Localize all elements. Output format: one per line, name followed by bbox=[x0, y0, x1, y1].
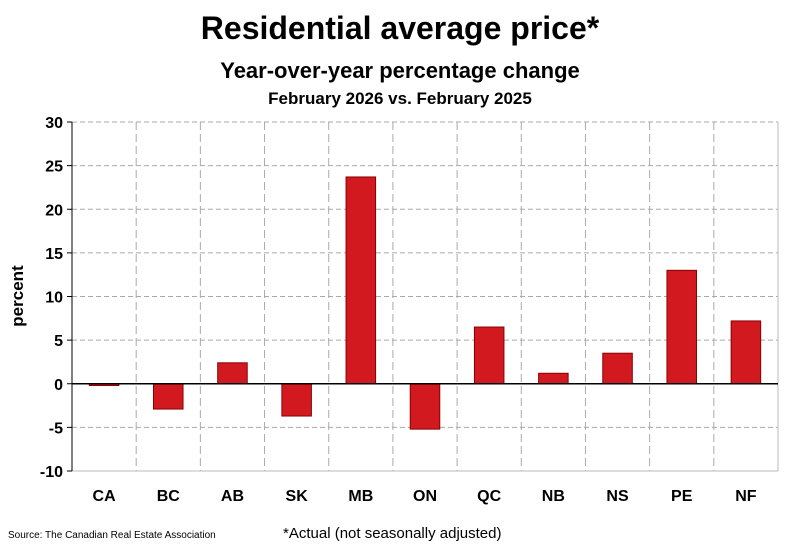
y-axis-label: percent bbox=[8, 265, 27, 327]
y-tick-label: -5 bbox=[49, 420, 63, 437]
y-tick-label: 10 bbox=[45, 290, 63, 307]
x-tick-label: ON bbox=[413, 488, 437, 505]
bar-QC bbox=[473, 326, 505, 385]
bar-SK bbox=[281, 383, 312, 417]
y-tick-label: 20 bbox=[45, 202, 63, 219]
x-tick-label: NF bbox=[735, 488, 757, 505]
chart-subtitle-period: February 2026 vs. February 2025 bbox=[268, 89, 532, 108]
bar-AB bbox=[217, 362, 248, 385]
source-note: Source: The Canadian Real Estate Associa… bbox=[8, 530, 216, 541]
y-tick-label: 5 bbox=[54, 333, 63, 350]
y-tick-label: 25 bbox=[45, 159, 63, 176]
x-tick-label: NB bbox=[542, 488, 565, 505]
x-tick-label: QC bbox=[477, 488, 501, 505]
y-tick-label: 0 bbox=[54, 377, 63, 394]
bar-PE bbox=[666, 269, 697, 385]
x-tick-label: PE bbox=[671, 488, 693, 505]
bar-BC bbox=[153, 383, 184, 410]
x-tick-label: NS bbox=[606, 488, 629, 505]
y-tick-label: -10 bbox=[40, 464, 63, 481]
bar-ON bbox=[409, 383, 441, 430]
x-tick-label: MB bbox=[348, 488, 373, 505]
chart-title: Residential average price* bbox=[200, 10, 600, 46]
x-tick-label: SK bbox=[286, 488, 309, 505]
x-tick-label: BC bbox=[157, 488, 181, 505]
bar-NB bbox=[538, 372, 569, 385]
y-tick-label: 15 bbox=[45, 246, 63, 263]
x-tick-label: AB bbox=[221, 488, 244, 505]
bar-MB bbox=[345, 176, 377, 385]
footnote: *Actual (not seasonally adjusted) bbox=[283, 525, 502, 542]
bar-NF bbox=[730, 320, 762, 385]
y-tick-label: 30 bbox=[45, 115, 63, 132]
bar-NS bbox=[602, 352, 633, 385]
chart-subtitle: Year-over-year percentage change bbox=[220, 58, 580, 83]
x-tick-label: CA bbox=[93, 488, 117, 505]
